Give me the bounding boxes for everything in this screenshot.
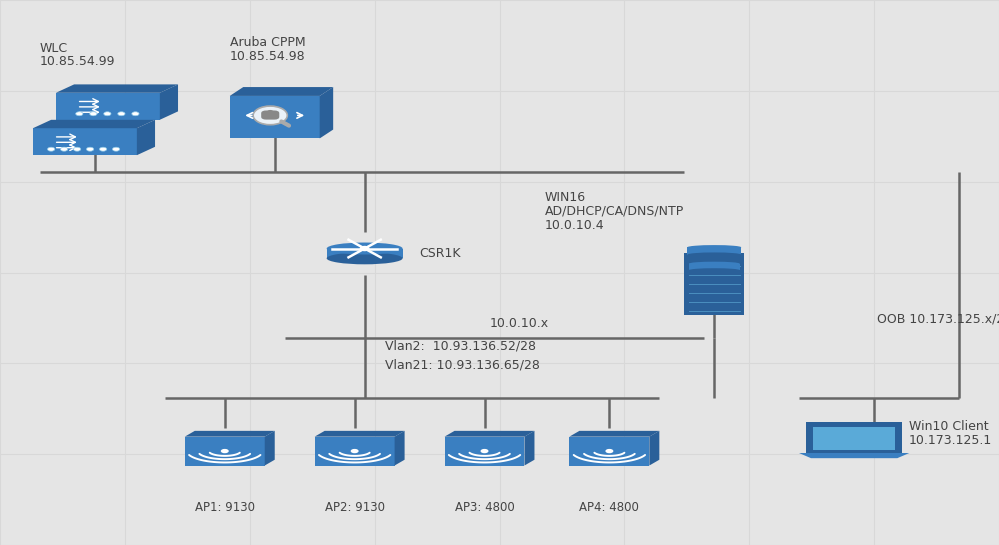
Polygon shape <box>569 431 659 437</box>
Text: CSR1K: CSR1K <box>420 247 462 260</box>
FancyBboxPatch shape <box>56 93 160 120</box>
Text: WLC: WLC <box>40 41 68 55</box>
Circle shape <box>605 449 613 453</box>
Polygon shape <box>160 84 178 120</box>
Circle shape <box>104 112 111 116</box>
Ellipse shape <box>327 252 403 264</box>
Text: AP1: 9130: AP1: 9130 <box>195 501 255 514</box>
Polygon shape <box>315 431 405 437</box>
Text: 10.0.10.x: 10.0.10.x <box>490 317 549 330</box>
Text: AP2: 9130: AP2: 9130 <box>325 501 385 514</box>
FancyBboxPatch shape <box>445 437 524 465</box>
Circle shape <box>253 106 288 125</box>
Polygon shape <box>649 431 659 465</box>
Text: 10.85.54.98: 10.85.54.98 <box>230 50 306 63</box>
Polygon shape <box>799 453 909 458</box>
Circle shape <box>481 449 489 453</box>
Circle shape <box>132 112 139 116</box>
Circle shape <box>351 449 359 453</box>
Polygon shape <box>445 431 534 437</box>
FancyBboxPatch shape <box>806 422 902 453</box>
Text: OOB 10.173.125.x/24: OOB 10.173.125.x/24 <box>877 312 999 325</box>
Circle shape <box>90 112 97 116</box>
FancyBboxPatch shape <box>33 128 137 155</box>
Text: 10.85.54.99: 10.85.54.99 <box>40 55 116 68</box>
Polygon shape <box>137 120 155 155</box>
Polygon shape <box>230 87 334 96</box>
Text: Aruba CPPM: Aruba CPPM <box>230 36 306 49</box>
FancyBboxPatch shape <box>684 253 744 315</box>
Circle shape <box>48 147 55 151</box>
FancyBboxPatch shape <box>315 437 395 465</box>
FancyBboxPatch shape <box>230 96 320 138</box>
FancyBboxPatch shape <box>261 111 280 119</box>
Text: Win10 Client: Win10 Client <box>909 420 989 433</box>
Circle shape <box>100 147 107 151</box>
Text: AP4: 4800: AP4: 4800 <box>579 501 639 514</box>
Circle shape <box>360 246 370 251</box>
Circle shape <box>87 147 94 151</box>
Text: WIN16: WIN16 <box>544 191 585 204</box>
Circle shape <box>74 147 81 151</box>
Text: AP3: 4800: AP3: 4800 <box>455 501 514 514</box>
Polygon shape <box>56 84 178 93</box>
FancyBboxPatch shape <box>327 249 403 258</box>
Polygon shape <box>524 431 534 465</box>
Text: AD/DHCP/CA/DNS/NTP: AD/DHCP/CA/DNS/NTP <box>544 205 683 218</box>
Text: 10.0.10.4: 10.0.10.4 <box>544 219 604 232</box>
FancyBboxPatch shape <box>569 437 649 465</box>
Ellipse shape <box>327 243 403 255</box>
Circle shape <box>221 449 229 453</box>
FancyBboxPatch shape <box>687 247 741 255</box>
Polygon shape <box>33 120 155 128</box>
Text: 10.173.125.1: 10.173.125.1 <box>909 434 992 447</box>
Ellipse shape <box>687 245 741 250</box>
Text: Vlan2:  10.93.136.52/28
Vlan21: 10.93.136.65/28: Vlan2: 10.93.136.52/28 Vlan21: 10.93.136… <box>385 340 539 372</box>
FancyBboxPatch shape <box>185 437 265 465</box>
Ellipse shape <box>688 268 739 272</box>
FancyBboxPatch shape <box>813 427 895 450</box>
Polygon shape <box>265 431 275 465</box>
Circle shape <box>118 112 125 116</box>
FancyBboxPatch shape <box>689 264 739 270</box>
Polygon shape <box>320 87 334 138</box>
Ellipse shape <box>688 262 739 265</box>
Polygon shape <box>395 431 405 465</box>
Circle shape <box>61 147 68 151</box>
Circle shape <box>113 147 120 151</box>
Polygon shape <box>185 431 275 437</box>
Ellipse shape <box>687 252 741 257</box>
Circle shape <box>76 112 83 116</box>
